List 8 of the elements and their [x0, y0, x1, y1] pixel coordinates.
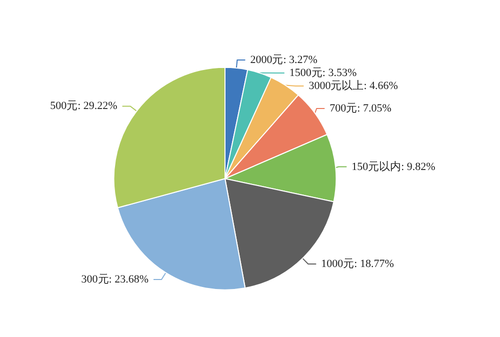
slice-label: 300元: 23.68% — [81, 274, 149, 286]
slice-label: 150元以内: 9.82% — [352, 160, 436, 173]
slice-label: 3000元以上: 4.66% — [308, 79, 398, 92]
slice-label: 2000元: 3.27% — [250, 54, 318, 66]
slice-label: 500元: 29.22% — [50, 100, 118, 112]
slice-label: 700元: 7.05% — [330, 102, 392, 114]
slice-label: 1500元: 3.53% — [289, 67, 357, 80]
slice-label: 1000元: 18.77% — [321, 258, 394, 270]
